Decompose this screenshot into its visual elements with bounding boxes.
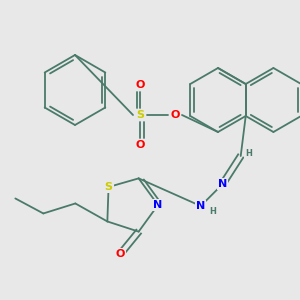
Text: O: O (170, 110, 180, 120)
Text: O: O (116, 249, 125, 259)
Text: S: S (105, 182, 112, 192)
Text: S: S (136, 110, 144, 120)
Text: H: H (245, 149, 252, 158)
Text: O: O (135, 80, 145, 90)
Text: N: N (196, 201, 205, 211)
Text: N: N (153, 200, 163, 210)
Text: N: N (218, 179, 227, 189)
Text: H: H (209, 206, 216, 215)
Text: O: O (135, 140, 145, 150)
